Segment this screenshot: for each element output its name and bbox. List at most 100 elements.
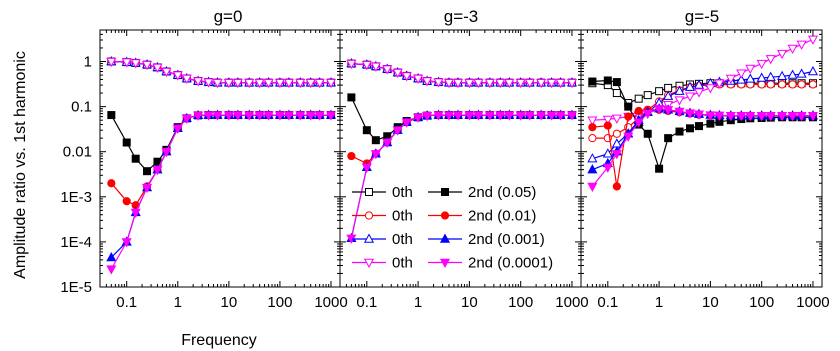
data-point-panel3-second-square (664, 134, 673, 143)
series-line-panel1-second-square (110, 114, 331, 173)
data-point-panel3-zeroth-triangle-up (787, 69, 798, 79)
axes: 0.1 1 10 100 1000 0.1 1 10 100 1000 0.1 1 10 100 1000 1… (60, 29, 830, 311)
data-point-panel3-zeroth-triangle-down (736, 69, 747, 79)
legend-marker (439, 258, 451, 269)
series-panel1-second-triangle-down (106, 111, 337, 275)
data-point-panel3-second-square (695, 122, 704, 131)
data-point-panel3-zeroth-square (664, 83, 673, 92)
data-point-panel2-second-triangle-down (566, 111, 578, 121)
x-tick-label: 1000 (555, 294, 588, 311)
data-point-panel3-second-square (655, 164, 664, 173)
data-point-panel3-zeroth-triangle-down (787, 44, 798, 54)
data-point-panel2-second-triangle-down (555, 111, 566, 121)
data-point-panel2-zeroth-triangle-down (413, 74, 424, 85)
data-point-panel2-second-square (347, 93, 356, 102)
data-point-panel3-zeroth-triangle-down (693, 88, 705, 98)
data-point-panel2-zeroth-triangle-down (484, 78, 495, 89)
data-point-panel2-zeroth-triangle-down (495, 78, 506, 89)
data-point-panel2-zeroth-triangle-down (464, 78, 475, 89)
data-point-panel3-second-triangle-down (674, 107, 685, 118)
legend-label: 0th (392, 255, 413, 272)
legend-marker (439, 233, 451, 243)
data-point-panel1-second-square (131, 154, 140, 163)
data-point-panel1-zeroth-triangle-down (305, 78, 316, 89)
x-tick-label: 0.1 (597, 294, 618, 311)
data-point-panel2-zeroth-triangle-down (515, 78, 526, 89)
data-point-panel1-zeroth-triangle-down (263, 78, 274, 89)
data-point-panel1-second-triangle-down (295, 111, 306, 121)
series-panel1-second-circle (107, 110, 336, 210)
data-point-panel2-second-triangle-down (464, 111, 475, 121)
data-point-panel3-zeroth-triangle-up (807, 65, 819, 76)
data-point-panel3-second-triangle-down (623, 132, 634, 142)
data-point-panel3-zeroth-circle (588, 134, 597, 143)
data-point-panel3-zeroth-triangle-up (684, 81, 696, 91)
data-point-panel1-second-square (122, 138, 131, 147)
data-point-panel3-zeroth-square (643, 91, 652, 100)
data-point-panel1-second-triangle-down (305, 111, 316, 121)
data-point-panel1-zeroth-triangle-down (254, 78, 265, 89)
data-point-panel1-second-circle (107, 179, 116, 188)
data-point-panel1-zeroth-triangle-down (223, 78, 234, 89)
data-point-panel3-second-triangle-down (602, 163, 613, 173)
series-panel2-zeroth-triangle-down (346, 59, 578, 89)
data-point-panel2-zeroth-triangle-down (401, 72, 412, 82)
data-point-panel1-zeroth-triangle-down (181, 74, 192, 85)
data-point-panel3-second-triangle-down (807, 111, 819, 122)
legend-marker (363, 233, 375, 243)
data-point-panel1-zeroth-triangle-down (130, 59, 141, 69)
data-point-panel3-second-triangle-down (756, 111, 767, 122)
data-point-panel3-second-triangle-down (796, 111, 807, 122)
data-point-panel1-second-triangle-down (193, 111, 204, 121)
data-point-panel2-second-triangle-down (443, 111, 455, 121)
data-point-panel2-zeroth-triangle-down (433, 78, 444, 88)
legend-marker (365, 188, 373, 196)
data-point-panel3-second-triangle-up (587, 164, 598, 174)
data-point-panel3-zeroth-triangle-up (765, 71, 776, 81)
data-point-panel1-second-triangle-down (130, 208, 141, 218)
data-point-panel3-zeroth-triangle-up (756, 72, 767, 82)
legend-entry: 0th 2nd (0.0001) (352, 255, 553, 272)
data-point-panel2-zeroth-triangle-down (524, 78, 535, 89)
data-point-panel1-second-triangle-down (181, 114, 192, 124)
data-point-panel3-zeroth-circle (757, 80, 766, 89)
series-line-panel3-zeroth-square (592, 82, 813, 104)
data-point-panel3-second-square (675, 127, 684, 136)
data-point-panel3-second-triangle-down (611, 150, 622, 160)
data-point-panel1-zeroth-triangle-down (172, 71, 183, 81)
data-point-panel1-zeroth-triangle-down (314, 78, 325, 89)
data-point-panel3-zeroth-triangle-up (663, 90, 674, 100)
legend-entry: 0th 2nd (0.001) (352, 231, 545, 248)
data-point-panel3-zeroth-triangle-down (765, 55, 776, 65)
data-point-panel1-second-circle (122, 197, 131, 206)
data-point-panel1-second-triangle-down (244, 111, 255, 121)
y-tick-label: 1 (84, 54, 92, 71)
legend-entry: 0th 2nd (0.05) (352, 184, 536, 201)
data-point-panel3-second-triangle-down (587, 182, 598, 192)
data-point-panel3-second-triangle-down (693, 110, 705, 120)
legend-label: 0th (392, 231, 413, 248)
data-point-panel2-zeroth-triangle-down (443, 78, 455, 89)
data-point-panel2-second-triangle-down (536, 111, 547, 121)
series-panel2-second-triangle-up (346, 109, 578, 243)
data-point-panel3-zeroth-triangle-down (611, 114, 622, 124)
data-point-panel3-zeroth-triangle-up (796, 68, 807, 78)
data-point-panel3-second-triangle-down (765, 111, 776, 122)
x-tick-label: 100 (267, 294, 292, 311)
data-point-panel1-second-triangle-down (263, 111, 274, 121)
data-point-panel3-second-triangle-down (633, 118, 644, 128)
panel-title-3: g=-5 (685, 7, 720, 26)
series-panel1-second-square (107, 111, 336, 176)
data-point-panel3-second-square (603, 76, 612, 85)
data-point-panel1-zeroth-triangle-down (161, 67, 172, 78)
series-panel1-second-triangle-up (106, 109, 337, 262)
data-point-panel3-zeroth-triangle-up (736, 74, 747, 84)
data-point-panel2-second-triangle-down (473, 111, 484, 121)
x-tick-label: 1000 (314, 294, 347, 311)
data-point-panel2-zeroth-triangle-down (452, 78, 464, 89)
data-point-panel1-second-triangle-down (212, 111, 223, 121)
legend: 0th 2nd (0.05) 0th 2nd (0.01) 0th 2nd (0.001)… (352, 184, 553, 272)
data-point-panel2-second-triangle-down (433, 111, 444, 121)
data-point-panel2-second-triangle-down (504, 111, 515, 121)
